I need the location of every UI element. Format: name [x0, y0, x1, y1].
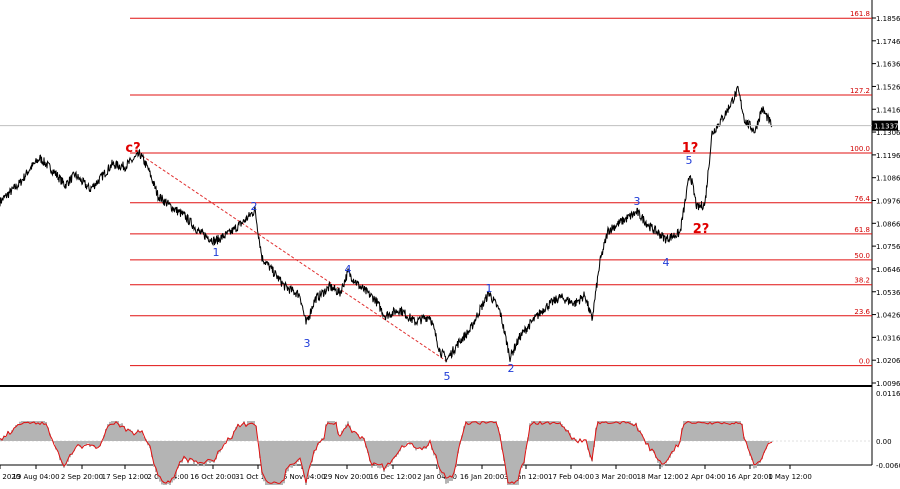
- time-tick-label: 16 Dec 12:00: [369, 473, 416, 481]
- time-tick-label: 16 Oct 20:00: [190, 473, 236, 481]
- price-tick-label: 1.0206: [876, 357, 900, 365]
- time-tick-label: 29 Nov 20:00: [323, 473, 370, 481]
- price-tick-label: 1.1636: [876, 61, 900, 69]
- price-tick-label: 1.1086: [876, 175, 900, 183]
- trend-line: [137, 152, 448, 362]
- wave-label: 1: [486, 282, 493, 295]
- price-tick-label: 1.1306: [876, 129, 900, 137]
- wave-label: 2?: [693, 222, 710, 237]
- wave-label: 5: [444, 370, 451, 383]
- time-tick-label: 1 May 12:00: [768, 473, 812, 481]
- time-tick-label: 17 Sep 12:00: [102, 473, 149, 481]
- wave-label: 4: [345, 263, 352, 276]
- last-price-box: [872, 120, 898, 131]
- time-tick-label: 17 Feb 04:00: [548, 473, 594, 481]
- price-tick-label: 1.0976: [876, 198, 900, 206]
- indicator-tick-label: 0.01167: [876, 390, 900, 398]
- time-tick-label: 15 Nov 04:00: [278, 473, 325, 481]
- price-tick-label: 1.0646: [876, 266, 900, 274]
- wave-label: c?: [125, 141, 140, 156]
- time-tick-label: 16 Jan 20:00: [460, 473, 504, 481]
- fib-level-label: 76.4: [854, 195, 870, 203]
- price-tick-label: 1.1196: [876, 152, 900, 160]
- time-tick-label: 2 Apr 04:00: [684, 473, 725, 481]
- wave-label: 2: [508, 362, 515, 375]
- fib-level-label: 23.6: [854, 308, 870, 316]
- time-tick-label: 19 Aug 04:00: [12, 473, 59, 481]
- fib-level-label: 50.0: [854, 252, 870, 260]
- wave-label: 3: [634, 195, 641, 208]
- fib-level-label: 0.0: [859, 358, 870, 366]
- price-tick-label: 1.0536: [876, 289, 900, 297]
- last-price-label: 1.1337: [874, 123, 899, 131]
- wave-label: 1: [213, 246, 220, 259]
- indicator-signal-line: [0, 420, 773, 485]
- price-tick-label: 1.0096: [876, 380, 900, 388]
- price-tick-label: 1.1856: [876, 15, 900, 23]
- price-tick-label: 1.1746: [876, 38, 900, 46]
- wave-label: 5: [686, 154, 693, 167]
- fib-level-label: 161.8: [850, 10, 870, 18]
- wave-label: 1?: [682, 141, 699, 156]
- price-tick-label: 1.0866: [876, 220, 900, 228]
- indicator-tick-label: 0.00: [876, 438, 892, 446]
- fib-level-label: 100.0: [850, 145, 870, 153]
- price-tick-label: 1.0316: [876, 334, 900, 342]
- fib-level-label: 61.8: [854, 226, 870, 234]
- price-tick-label: 1.0426: [876, 312, 900, 320]
- time-tick-label: 16 Apr 20:00: [727, 473, 773, 481]
- price-tick-label: 1.1526: [876, 83, 900, 91]
- time-tick-label: 3 Mar 20:00: [595, 473, 637, 481]
- time-tick-label: 31 Jan 12:00: [504, 473, 548, 481]
- price-tick-label: 1.1416: [876, 106, 900, 114]
- wave-label: 4: [663, 256, 670, 269]
- fib-level-label: 127.2: [850, 87, 870, 95]
- time-tick-label: 2 Aug 2020: [0, 473, 20, 481]
- wave-label: 3: [304, 337, 311, 350]
- price-tick-label: 1.0756: [876, 243, 900, 251]
- fib-level-label: 38.2: [854, 277, 870, 285]
- main-panel: [0, 0, 872, 385]
- price-series-line: [0, 85, 773, 363]
- time-tick-label: 31 Oct 12:00: [235, 473, 281, 481]
- time-tick-label: 18 Mar 12:00: [637, 473, 684, 481]
- indicator-tick-label: -0.00604: [876, 462, 900, 470]
- time-tick-label: 2 Sep 20:00: [61, 473, 103, 481]
- wave-label: 2: [251, 200, 258, 213]
- time-tick-label: 2 Jan 04:00: [417, 473, 457, 481]
